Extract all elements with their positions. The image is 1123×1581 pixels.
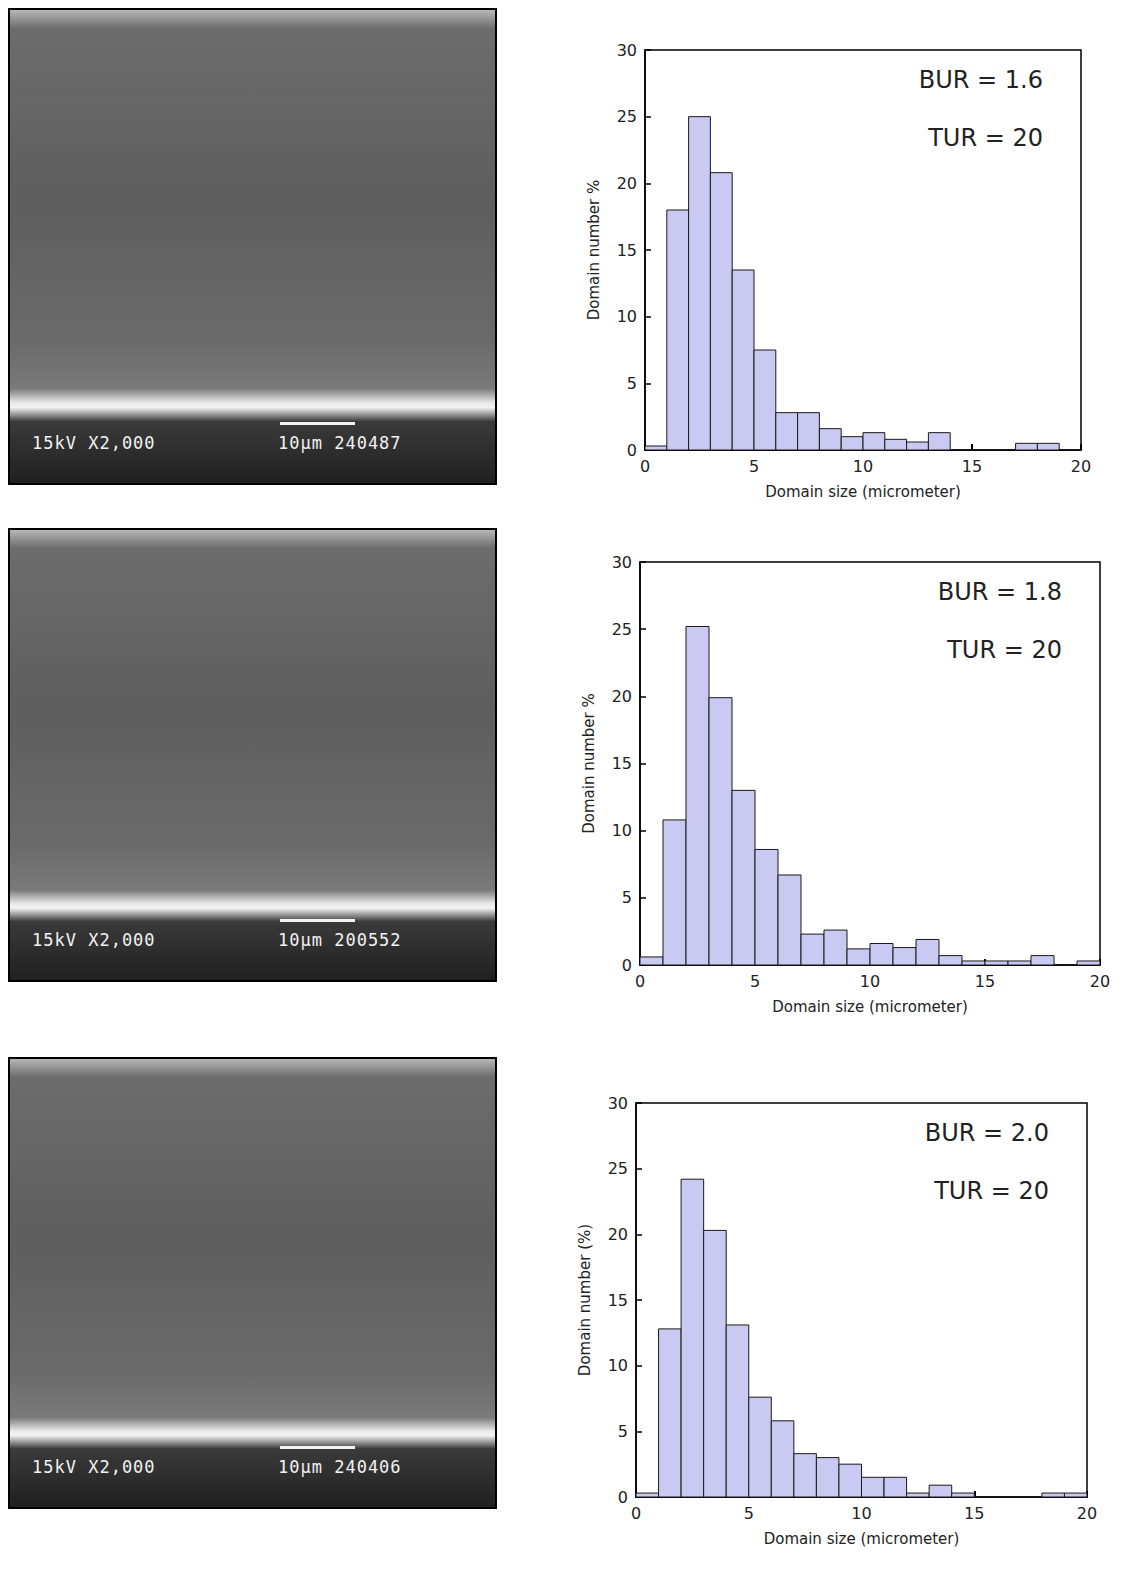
svg-text:25: 25: [612, 620, 632, 639]
svg-text:0: 0: [635, 972, 645, 991]
svg-text:5: 5: [750, 972, 760, 991]
svg-text:15: 15: [612, 754, 632, 773]
svg-text:25: 25: [617, 107, 637, 126]
svg-text:Domain number %: Domain number %: [585, 180, 603, 321]
svg-text:20: 20: [617, 174, 637, 193]
svg-text:Domain size (micrometer): Domain size (micrometer): [772, 998, 968, 1016]
svg-text:0: 0: [622, 956, 632, 975]
svg-text:15: 15: [608, 1291, 628, 1310]
svg-text:5: 5: [622, 888, 632, 907]
svg-text:15: 15: [964, 1504, 984, 1523]
svg-text:Domain number %: Domain number %: [580, 693, 598, 834]
svg-text:15: 15: [975, 972, 995, 991]
svg-text:10: 10: [853, 457, 873, 476]
svg-text:0: 0: [627, 441, 637, 460]
svg-text:10: 10: [612, 821, 632, 840]
html-text:10µm 240406: 10µm 240406: [278, 1457, 402, 1477]
svg-text:20: 20: [608, 1225, 628, 1244]
svg-text:5: 5: [627, 374, 637, 393]
svg-text:0: 0: [640, 457, 650, 476]
svg-text:25: 25: [608, 1159, 628, 1178]
svg-text:TUR = 20: TUR = 20: [933, 1177, 1049, 1205]
svg-text:10: 10: [608, 1356, 628, 1375]
svg-text:5: 5: [749, 457, 759, 476]
svg-text:30: 30: [617, 41, 637, 60]
svg-text:Domain number (%): Domain number (%): [576, 1224, 594, 1376]
svg-text:20: 20: [612, 687, 632, 706]
svg-text:BUR = 1.6: BUR = 1.6: [919, 66, 1043, 94]
svg-text:20: 20: [1071, 457, 1091, 476]
svg-text:TUR = 20: TUR = 20: [946, 636, 1062, 664]
svg-text:5: 5: [744, 1504, 754, 1523]
html-text:15kV X2,000: 15kV X2,000: [32, 433, 156, 453]
svg-text:0: 0: [631, 1504, 641, 1523]
svg-text:TUR = 20: TUR = 20: [927, 124, 1043, 152]
svg-text:10: 10: [617, 307, 637, 326]
svg-text:15: 15: [617, 241, 637, 260]
html-text:15kV X2,000: 15kV X2,000: [32, 1457, 156, 1477]
svg-text:BUR = 2.0: BUR = 2.0: [925, 1119, 1049, 1147]
svg-text:5: 5: [618, 1422, 628, 1441]
svg-text:Domain size (micrometer): Domain size (micrometer): [765, 483, 961, 501]
svg-text:10: 10: [860, 972, 880, 991]
svg-text:10: 10: [851, 1504, 871, 1523]
svg-text:20: 20: [1077, 1504, 1097, 1523]
svg-text:Domain size (micrometer): Domain size (micrometer): [764, 1530, 960, 1548]
svg-text:15: 15: [962, 457, 982, 476]
svg-text:BUR = 1.8: BUR = 1.8: [938, 578, 1062, 606]
svg-text:30: 30: [612, 553, 632, 572]
html-text:10µm 200552: 10µm 200552: [278, 930, 402, 950]
html-text:10µm 240487: 10µm 240487: [278, 433, 402, 453]
html-text:15kV X2,000: 15kV X2,000: [32, 930, 156, 950]
svg-text:20: 20: [1090, 972, 1110, 991]
svg-text:30: 30: [608, 1094, 628, 1113]
svg-text:0: 0: [618, 1488, 628, 1507]
